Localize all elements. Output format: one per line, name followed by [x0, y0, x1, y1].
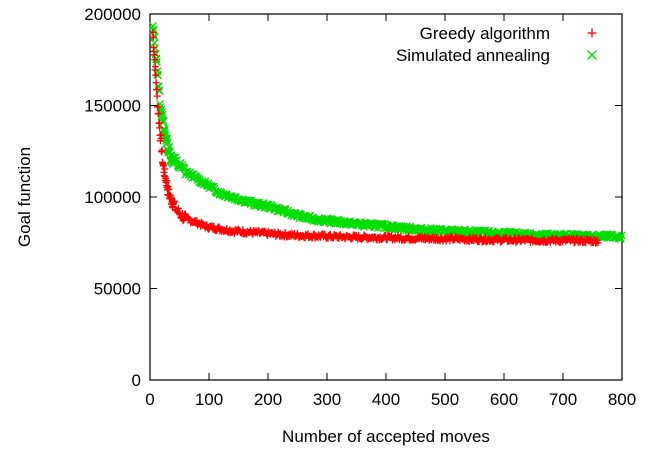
legend-marker [587, 28, 597, 38]
data-point [494, 234, 502, 242]
x-tick-label: 800 [608, 390, 636, 409]
data-point [155, 109, 163, 117]
data-point [594, 239, 602, 247]
data-point [512, 238, 520, 246]
axis-ticks: 0 100 200 300 400 500 600 700 800 0 50000 100000 150… [84, 5, 636, 409]
data-point [156, 124, 164, 132]
data-point [184, 214, 192, 222]
legend-marker [587, 50, 597, 60]
data-point [158, 108, 167, 117]
data-point [158, 146, 166, 154]
data-point [162, 135, 171, 144]
x-tick-label: 100 [195, 390, 223, 409]
data-point [223, 225, 231, 233]
data-point [151, 56, 159, 64]
y-tick-label: 100000 [84, 188, 141, 207]
data-point [174, 204, 182, 212]
data-point [382, 235, 390, 243]
data-point [149, 33, 157, 41]
series-layer [148, 22, 626, 247]
data-point [617, 231, 626, 240]
data-point [617, 234, 625, 243]
legend: Greedy algorithm Simulated annealing [396, 24, 597, 65]
x-tick-label: 200 [254, 390, 282, 409]
data-point [161, 165, 169, 173]
data-point [163, 177, 171, 185]
data-point [157, 134, 165, 142]
x-tick-label: 600 [490, 390, 518, 409]
data-point [160, 162, 168, 170]
data-point [171, 197, 179, 205]
data-point [167, 194, 175, 202]
data-point [179, 217, 187, 225]
x-tick-label: 700 [549, 390, 577, 409]
x-tick-label: 300 [313, 390, 341, 409]
data-point [152, 71, 160, 79]
data-point [210, 222, 218, 230]
data-point [151, 63, 159, 71]
x-tick-label: 400 [372, 390, 400, 409]
x-tick-label: 0 [145, 390, 154, 409]
y-tick-label: 50000 [94, 280, 141, 299]
data-point [153, 86, 161, 94]
series-simulated-annealing [148, 22, 626, 243]
data-point [154, 103, 162, 111]
legend-label: Greedy algorithm [420, 24, 550, 43]
y-tick-label: 150000 [84, 97, 141, 116]
y-tick-label: 200000 [84, 5, 141, 24]
x-axis-title: Number of accepted moves [282, 427, 490, 446]
legend-label: Simulated annealing [396, 46, 550, 65]
x-tick-label: 500 [431, 390, 459, 409]
series-greedy-algorithm [149, 28, 602, 247]
y-tick-label: 0 [132, 371, 141, 390]
data-point [153, 92, 161, 100]
data-point [163, 138, 172, 147]
data-point [152, 79, 160, 87]
y-axis-title: Goal function [15, 147, 34, 247]
